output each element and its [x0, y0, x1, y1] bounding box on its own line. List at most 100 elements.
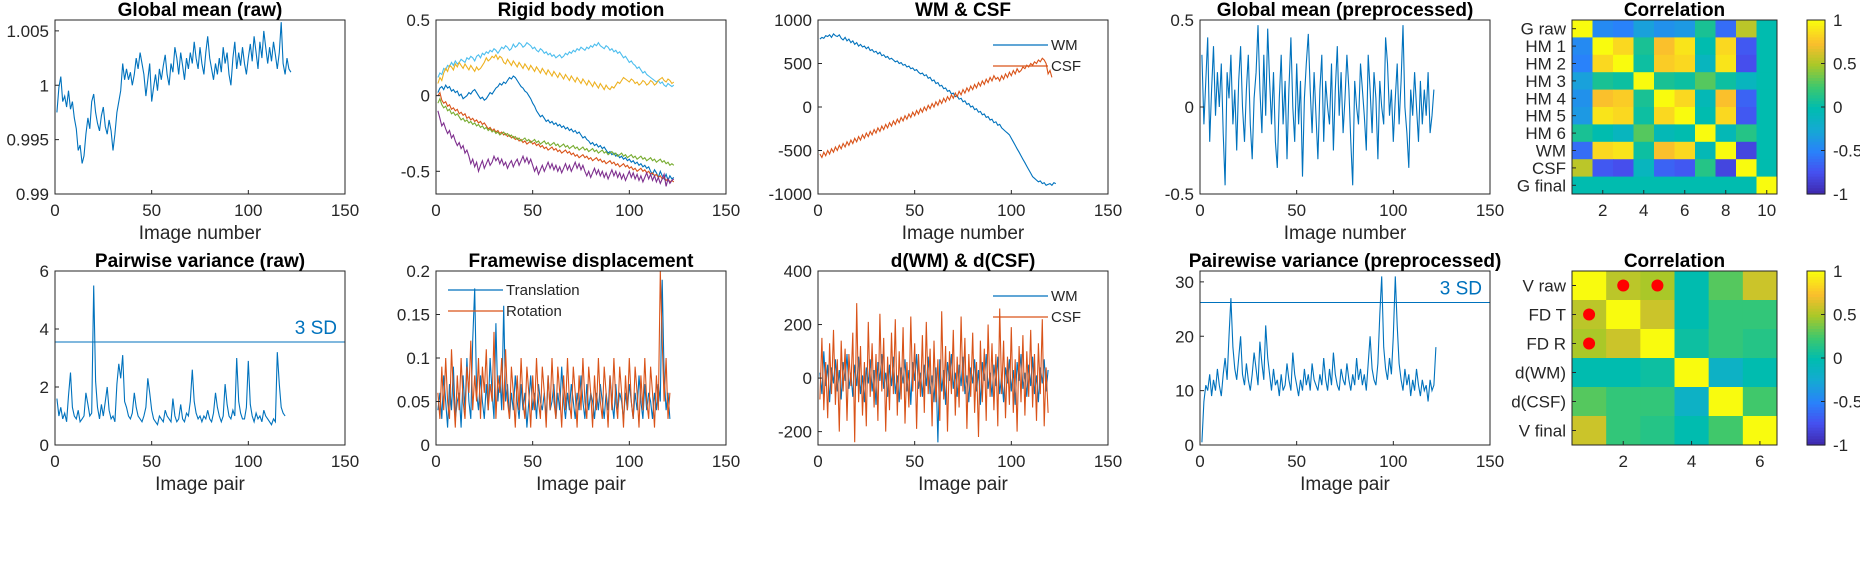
heatmap-cell: [1715, 107, 1737, 125]
colorbar-band: [1807, 57, 1825, 62]
chart-corr2: V raw FD T FD R d(WM) d(CSF) V final 2 4 6 Correl…: [1511, 251, 1860, 471]
x-tick-label: 0: [431, 452, 440, 471]
y-tick-label: G final: [1517, 176, 1566, 195]
heatmap-cell: [1756, 89, 1778, 108]
heatmap-cell: [1715, 89, 1737, 108]
colorbar-band: [1807, 92, 1825, 96]
heatmap-cell: [1708, 271, 1744, 301]
colorbar-band: [1807, 147, 1825, 152]
heatmap-cell: [1640, 387, 1675, 417]
colorbar-band: [1807, 72, 1825, 76]
heatmap-cell: [1708, 300, 1744, 330]
colorbar-tick-label: -1: [1833, 185, 1848, 204]
heatmap-cell: [1592, 141, 1614, 160]
axes-box: [54, 19, 346, 195]
axes-box: [1571, 19, 1778, 195]
x-tick-label: 150: [1094, 201, 1122, 220]
y-tick-label: V raw: [1523, 277, 1567, 296]
colorbar-band: [1807, 176, 1825, 181]
x-tick-label: 10: [1757, 201, 1776, 220]
heatmap-cell: [1756, 176, 1778, 195]
heatmap-cell: [1708, 329, 1744, 359]
colorbar-band: [1807, 329, 1825, 333]
heatmap-cell: [1640, 358, 1675, 388]
colorbar-tick-label: -1: [1833, 436, 1848, 455]
x-tick-label: 6: [1755, 452, 1764, 471]
heatmap-cell: [1674, 329, 1710, 359]
heatmap-cell: [1736, 107, 1757, 125]
x-tick-label: 50: [142, 452, 161, 471]
y-tick-label: 10: [1175, 382, 1194, 401]
heatmap-cell: [1674, 416, 1710, 446]
colorbar-band: [1807, 165, 1825, 169]
x-tick-label: 150: [1094, 452, 1122, 471]
x-tick-label: 100: [997, 452, 1025, 471]
colorbar-band: [1807, 439, 1825, 443]
colorbar-band: [1807, 78, 1825, 82]
y-tick-label: 0.1: [406, 349, 430, 368]
x-tick-label: 0: [813, 452, 822, 471]
y-tick-label: V final: [1519, 422, 1566, 441]
colorbar-band: [1807, 188, 1825, 192]
colorbar-band: [1807, 34, 1825, 38]
heatmap-cell: [1695, 141, 1716, 160]
series-line-2: [437, 271, 671, 428]
significance-marker: [1651, 279, 1664, 292]
colorbar-band: [1807, 413, 1825, 417]
colorbar-band: [1807, 141, 1825, 146]
heatmap-cell: [1736, 37, 1757, 56]
colorbar-band: [1807, 349, 1825, 353]
colorbar-band: [1807, 340, 1825, 345]
colorbar-band: [1807, 179, 1825, 183]
colorbar-band: [1807, 401, 1825, 405]
x-tick-label: 50: [523, 452, 542, 471]
heatmap-cell: [1613, 141, 1634, 160]
heatmap-cell: [1742, 329, 1778, 359]
heatmap-cell: [1756, 54, 1778, 73]
x-tick-label: 100: [1379, 452, 1407, 471]
axes-box: [54, 270, 346, 446]
chart-rbm: 0 50 100 150 -0.5 0 0.5 Rigid body motion: [401, 0, 740, 220]
colorbar-band: [1807, 360, 1825, 365]
heatmap-cell: [1756, 124, 1778, 143]
x-tick-label: 2: [1619, 452, 1628, 471]
x-tick-label: 150: [1476, 452, 1504, 471]
x-tick-label: 50: [523, 201, 542, 220]
heatmap-cell: [1572, 107, 1593, 125]
y-tick-label: -0.5: [1165, 185, 1194, 204]
colorbar-band: [1807, 416, 1825, 420]
colorbar-tick-label: 0.5: [1833, 55, 1857, 74]
heatmap-cell: [1606, 358, 1641, 388]
x-tick-label: 100: [234, 201, 262, 220]
heatmap-cell: [1572, 141, 1593, 160]
axes-box: [435, 270, 727, 446]
y-tick-label: -1000: [769, 185, 812, 204]
legend-label: WM: [1051, 288, 1078, 305]
colorbar-band: [1807, 279, 1825, 284]
chart-title: Global mean (preprocessed): [1217, 0, 1474, 21]
x-tick-label: 4: [1639, 201, 1648, 220]
heatmap-cell: [1708, 358, 1744, 388]
x-tick-label: 100: [615, 201, 643, 220]
x-axis-label: Image number: [139, 223, 262, 244]
colorbar-band: [1807, 337, 1825, 342]
significance-marker: [1583, 308, 1596, 321]
colorbar-band: [1807, 320, 1825, 324]
heatmap-cell: [1695, 20, 1716, 38]
colorbar-band: [1807, 326, 1825, 330]
colorbar-band: [1807, 46, 1825, 50]
colorbar-band: [1807, 352, 1825, 356]
heatmap-cell: [1695, 176, 1716, 195]
colorbar-band: [1807, 358, 1825, 362]
heatmap-cell: [1674, 300, 1710, 330]
heatmap-cell: [1572, 72, 1593, 91]
colorbar-band: [1807, 115, 1825, 120]
x-axis-label: Image pair: [536, 474, 626, 495]
y-tick-label: 200: [784, 316, 812, 335]
colorbar-band: [1807, 369, 1825, 374]
x-tick-label: 100: [1379, 201, 1407, 220]
heatmap-cell: [1715, 20, 1737, 38]
heatmap-cell: [1572, 20, 1593, 38]
colorbar-band: [1807, 297, 1825, 301]
x-tick-label: 100: [997, 201, 1025, 220]
